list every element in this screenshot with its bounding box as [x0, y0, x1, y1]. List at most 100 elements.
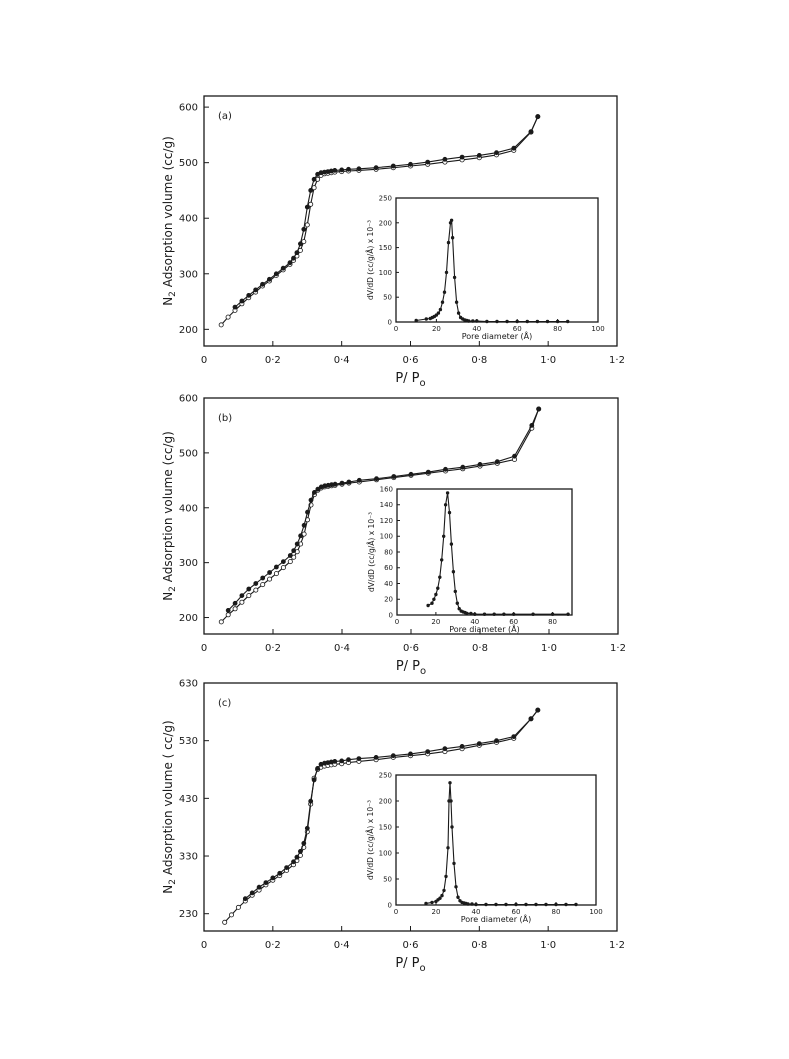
pore-distribution-point	[440, 893, 444, 898]
isotherm-desorption-point	[284, 865, 289, 870]
pore-distribution-point	[451, 569, 456, 574]
isotherm-desorption-point	[239, 593, 245, 598]
inset-y-axis: 0 50 100 150 200 250	[379, 771, 399, 909]
isotherm-desorption-point	[511, 145, 517, 151]
inset-x-axis-label: Pore diameter (Å)	[449, 623, 520, 634]
pore-distribution-point	[434, 313, 439, 317]
pore-distribution-point	[447, 510, 452, 515]
main-y-tick-label: 400	[179, 214, 198, 225]
main-y-tick-label: 530	[179, 736, 198, 747]
pore-distribution-point	[550, 612, 555, 616]
isotherm-desorption-point	[253, 287, 258, 293]
main-y-tick-label: 500	[179, 448, 198, 459]
main-x-tick-label: 0·4	[334, 355, 350, 366]
inset-y-tick-label: 0	[389, 611, 393, 619]
isotherm-desorption-point	[287, 553, 293, 558]
inset-y-axis: 0 50 100 150 200 250	[379, 194, 399, 326]
pore-distribution-point	[505, 319, 509, 324]
isotherm-desorption-point	[442, 156, 448, 162]
inset-y-tick-label: 100	[380, 533, 393, 541]
isotherm-desorption-point	[391, 474, 397, 479]
pore-distribution-point	[438, 575, 442, 579]
main-y-tick-label: 600	[179, 394, 198, 405]
pore-distribution-point	[448, 781, 452, 785]
pore-distribution-point	[492, 612, 496, 616]
isotherm-desorption-point	[390, 753, 396, 759]
isotherm-desorption-point	[373, 755, 379, 760]
isotherm-desorption-point	[294, 541, 300, 547]
isotherm-desorption-point	[301, 840, 307, 846]
isotherm-adsorption-point	[260, 582, 266, 588]
isotherm-desorption-point	[273, 271, 279, 277]
x-axis-label: P/ Po	[395, 956, 425, 974]
main-x-tick-label: 0	[201, 355, 207, 366]
isotherm-desorption-point	[339, 758, 345, 764]
isotherm-desorption-point	[494, 459, 500, 465]
pore-distribution-point	[440, 300, 445, 304]
main-x-tick-label: 0·4	[334, 643, 350, 654]
isotherm-adsorption-point	[267, 576, 273, 582]
pore-distribution-point	[424, 317, 428, 321]
pore-distribution-point	[474, 902, 478, 907]
isotherm-desorption-point	[346, 166, 351, 172]
inset-y-tick-label: 20	[384, 596, 393, 604]
y-axis-label: N2 Adsorption volume (cc/g)	[161, 136, 178, 306]
isotherm-desorption-point	[459, 744, 465, 749]
pore-distribution-point	[555, 319, 560, 324]
pore-distribution-point	[453, 589, 457, 594]
inset-x-tick-label: 0	[394, 325, 398, 333]
isotherm-desorption-point	[260, 575, 266, 581]
isotherm-desorption-point	[459, 154, 465, 160]
inset-x-tick-label: 0	[395, 618, 399, 626]
pore-distribution-point	[443, 503, 448, 507]
isotherm-adsorption-point	[225, 314, 231, 320]
inset-y-tick-label: 80	[384, 548, 393, 556]
isotherm-desorption-point	[311, 176, 317, 182]
panel-label: (a)	[218, 111, 232, 122]
inset-y-axis: 0 20 40 60 80 100 120 140 160	[380, 485, 400, 619]
isotherm-desorption-point	[267, 570, 272, 575]
isotherm-desorption-point	[305, 509, 310, 515]
isotherm-desorption-point	[280, 265, 286, 271]
isotherm-desorption-point	[318, 761, 324, 767]
x-axis-label: P/ Po	[396, 659, 426, 677]
pore-distribution-point	[442, 888, 446, 893]
main-x-tick-label: 0·2	[265, 940, 281, 951]
main-y-tick-label: 300	[179, 269, 198, 280]
isotherm-desorption-point	[477, 461, 483, 467]
isotherm-desorption-point	[346, 479, 352, 485]
isotherm-desorption-point	[311, 489, 317, 495]
isotherm-desorption-point	[512, 453, 517, 459]
isotherm-desorption-point	[263, 880, 269, 885]
pore-distribution-point	[514, 902, 518, 907]
isotherm-desorption-point	[318, 484, 324, 490]
isotherm-desorption-point	[253, 581, 259, 586]
pore-distribution-point	[440, 558, 444, 562]
isotherm-desorption-point	[273, 564, 279, 570]
isotherm-desorption-point	[304, 204, 310, 210]
isotherm-desorption-point	[297, 241, 303, 247]
inset-y-tick-label: 200	[379, 797, 392, 805]
isotherm-desorption-point	[242, 896, 248, 902]
pore-distribution-point	[554, 902, 558, 907]
isotherm-desorption-point	[346, 757, 351, 763]
isotherm-desorption-point	[239, 298, 245, 304]
pore-distribution-point	[535, 319, 540, 324]
isotherm-desorption-point	[528, 716, 534, 722]
isotherm-desorption-point	[535, 114, 541, 119]
inset-x-tick-label: 40	[470, 618, 479, 626]
panel-label: (c)	[218, 698, 231, 709]
main-x-tick-label: 1·2	[610, 643, 626, 654]
pore-distribution-point	[531, 612, 535, 616]
main-x-tick-label: 1·2	[609, 355, 625, 366]
main-y-tick-label: 300	[179, 558, 198, 569]
pore-distribution-point	[456, 895, 460, 899]
isotherm-adsorption-point	[308, 201, 314, 207]
pore-distribution-point	[442, 290, 447, 294]
isotherm-desorption-point	[408, 471, 414, 477]
inset-pore-distribution: 0 20 40 60 80 100 0 50 100 150 200 250 Pore diameter…	[366, 771, 603, 924]
isotherm-desorption-point	[270, 875, 276, 881]
pore-distribution-point	[424, 901, 428, 906]
inset-x-axis-label: Pore diameter (Å)	[461, 913, 532, 924]
isotherm-desorption-point	[460, 464, 466, 470]
